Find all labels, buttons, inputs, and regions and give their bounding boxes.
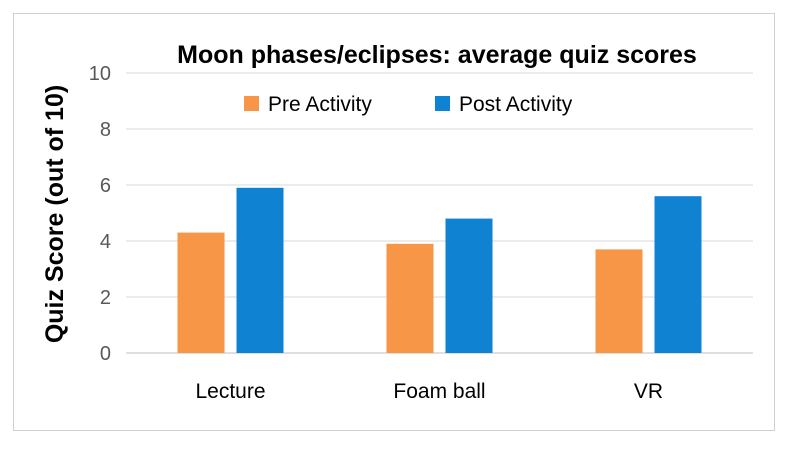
bar-pre-lecture <box>177 232 225 353</box>
bar-pre-foam-ball <box>386 243 434 353</box>
chart-frame: Moon phases/eclipses: average quiz score… <box>13 13 775 431</box>
chart-svg: Moon phases/eclipses: average quiz score… <box>41 41 753 403</box>
bar-post-vr <box>654 196 702 353</box>
category-labels: Lecture Foam ball VR <box>195 380 663 403</box>
y-tick-label: 4 <box>100 231 111 253</box>
y-tick-label: 8 <box>100 119 111 141</box>
y-tick-labels: 0 2 4 6 8 10 <box>89 63 111 365</box>
y-axis-label: Quiz Score (out of 10) <box>41 85 69 343</box>
category-label: Foam ball <box>393 380 485 403</box>
legend-swatch <box>244 96 259 111</box>
legend-swatch <box>435 96 450 111</box>
bar-pre-vr <box>595 249 643 353</box>
y-tick-label: 10 <box>89 63 111 85</box>
legend: Pre Activity Post Activity <box>244 93 573 116</box>
gridlines <box>126 72 753 354</box>
category-label: Lecture <box>195 380 265 403</box>
category-label: VR <box>634 380 663 403</box>
bars <box>177 187 702 353</box>
y-tick-label: 6 <box>100 175 111 197</box>
legend-label: Post Activity <box>459 93 573 116</box>
bar-post-foam-ball <box>445 218 493 353</box>
chart-title: Moon phases/eclipses: average quiz score… <box>177 41 697 69</box>
y-tick-label: 0 <box>100 343 111 365</box>
y-tick-label: 2 <box>100 287 111 309</box>
legend-label: Pre Activity <box>268 93 372 116</box>
bar-post-lecture <box>236 187 284 353</box>
